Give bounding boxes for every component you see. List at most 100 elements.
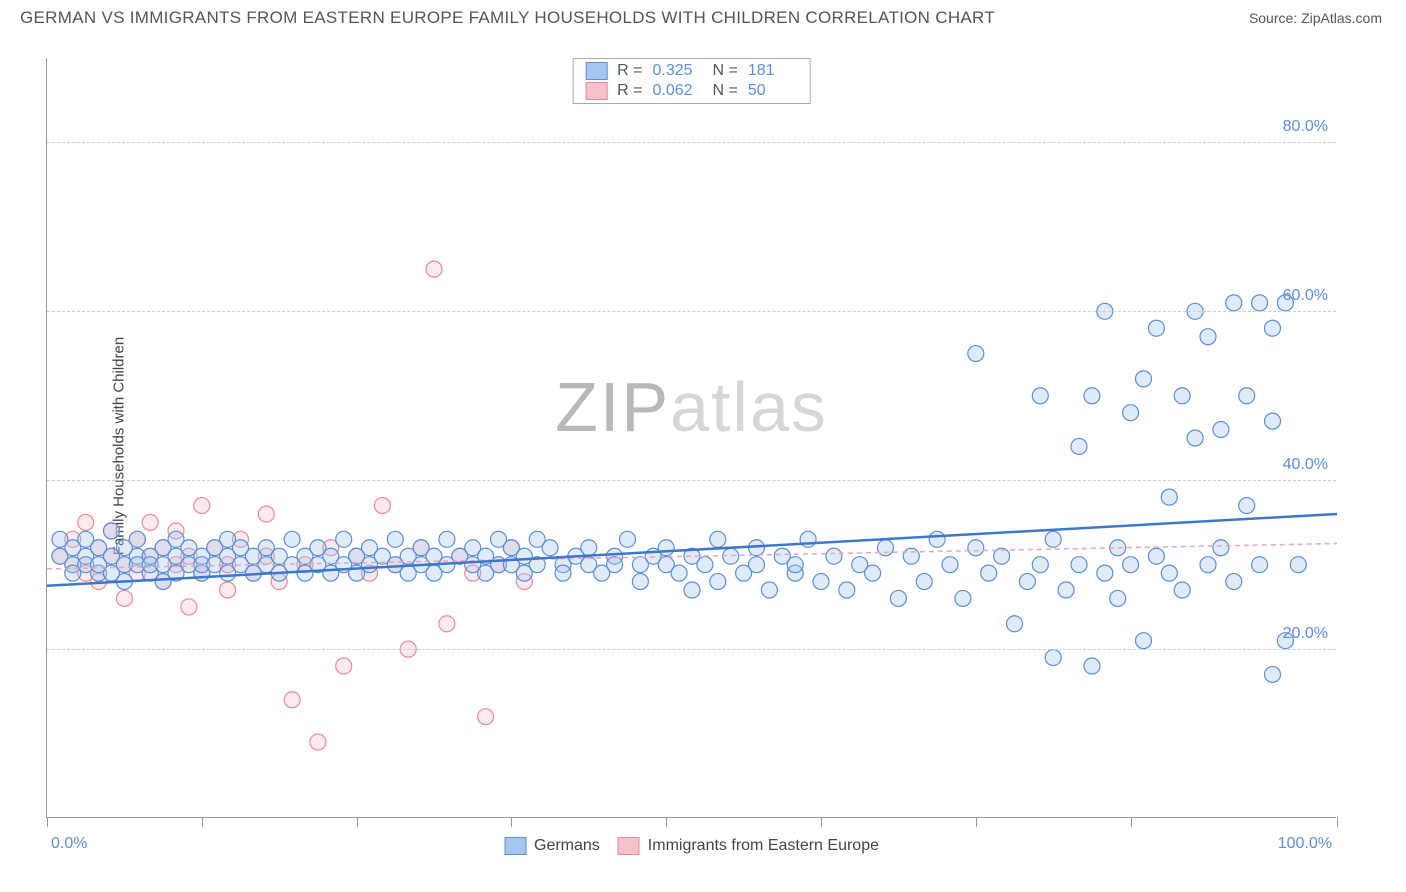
scatter-point [1161, 565, 1177, 581]
scatter-point [1007, 616, 1023, 632]
scatter-point [749, 557, 765, 573]
scatter-point [671, 565, 687, 581]
scatter-point [116, 590, 132, 606]
xtick [976, 817, 977, 827]
scatter-point [78, 514, 94, 530]
scatter-point [258, 506, 274, 522]
scatter-point [1252, 557, 1268, 573]
legend-swatch-germans [504, 837, 526, 855]
xtick [511, 817, 512, 827]
xtick [357, 817, 358, 827]
scatter-point [478, 709, 494, 725]
scatter-point [697, 557, 713, 573]
scatter-point [336, 658, 352, 674]
scatter-point [1045, 650, 1061, 666]
scatter-point [1071, 557, 1087, 573]
scatter-point [981, 565, 997, 581]
scatter-point [1032, 557, 1048, 573]
scatter-point [826, 548, 842, 564]
scatter-point [1084, 388, 1100, 404]
scatter-point [1161, 489, 1177, 505]
scatter-point [1265, 666, 1281, 682]
scatter-point [1058, 582, 1074, 598]
scatter-point [839, 582, 855, 598]
scatter-point [1200, 329, 1216, 345]
scatter-point [1148, 548, 1164, 564]
scatter-point [284, 531, 300, 547]
scatter-point [129, 531, 145, 547]
scatter-point [710, 574, 726, 590]
scatter-point [194, 498, 210, 514]
scatter-point [916, 574, 932, 590]
scatter-point [1226, 574, 1242, 590]
scatter-point [1213, 422, 1229, 438]
scatter-point [220, 582, 236, 598]
scatter-point [607, 557, 623, 573]
swatch-immigrants [585, 82, 607, 100]
scatter-point [1200, 557, 1216, 573]
xtick [1131, 817, 1132, 827]
scatter-point [1032, 388, 1048, 404]
scatter-point [142, 514, 158, 530]
scatter-point [787, 557, 803, 573]
scatter-point [555, 565, 571, 581]
scatter-point [581, 540, 597, 556]
ytick-label: 60.0% [1283, 287, 1328, 305]
legend-item-germans: Germans [504, 837, 600, 855]
scatter-point [1239, 498, 1255, 514]
scatter-point [955, 590, 971, 606]
scatter-point [942, 557, 958, 573]
scatter-point [632, 574, 648, 590]
stats-row-immigrants: R = 0.062 N = 50 [573, 81, 810, 101]
xtick [666, 817, 667, 827]
r-label: R = [617, 62, 642, 80]
ytick-label: 40.0% [1283, 456, 1328, 474]
gridline-h [47, 480, 1336, 481]
scatter-point [620, 531, 636, 547]
scatter-point [813, 574, 829, 590]
scatter-point [968, 346, 984, 362]
gridline-h [47, 311, 1336, 312]
n-label: N = [713, 62, 738, 80]
scatter-point [1265, 320, 1281, 336]
scatter-point [1110, 590, 1126, 606]
scatter-point [761, 582, 777, 598]
scatter-point [1136, 633, 1152, 649]
scatter-point [1148, 320, 1164, 336]
scatter-point [336, 531, 352, 547]
scatter-point [1123, 557, 1139, 573]
stats-legend: R = 0.325 N = 181 R = 0.062 N = 50 [572, 58, 811, 104]
bottom-legend: Germans Immigrants from Eastern Europe [504, 837, 879, 855]
scatter-point [1071, 438, 1087, 454]
scatter-point [903, 548, 919, 564]
scatter-point [310, 734, 326, 750]
scatter-point [658, 540, 674, 556]
scatter-point [1045, 531, 1061, 547]
xtick [202, 817, 203, 827]
scatter-point [1252, 295, 1268, 311]
scatter-point [181, 599, 197, 615]
scatter-point [1019, 574, 1035, 590]
scatter-point [426, 261, 442, 277]
scatter-point [439, 616, 455, 632]
scatter-point [710, 531, 726, 547]
scatter-point [439, 531, 455, 547]
scatter-point [1123, 405, 1139, 421]
xtick [821, 817, 822, 827]
scatter-point [104, 523, 120, 539]
scatter-point [878, 540, 894, 556]
scatter-point [1174, 388, 1190, 404]
scatter-point [1213, 540, 1229, 556]
xtick [47, 817, 48, 827]
ytick-label: 80.0% [1283, 118, 1328, 136]
chart-title: GERMAN VS IMMIGRANTS FROM EASTERN EUROPE… [20, 8, 995, 28]
n-value-germans: 181 [748, 62, 798, 80]
chart-header: GERMAN VS IMMIGRANTS FROM EASTERN EUROPE… [0, 0, 1406, 32]
legend-swatch-immigrants [618, 837, 640, 855]
scatter-point [374, 498, 390, 514]
chart-plot-area: ZIPatlas R = 0.325 N = 181 R = 0.062 N =… [46, 58, 1336, 818]
scatter-point [1265, 413, 1281, 429]
scatter-point [1239, 388, 1255, 404]
legend-label-immigrants: Immigrants from Eastern Europe [648, 837, 879, 855]
scatter-point [1084, 658, 1100, 674]
